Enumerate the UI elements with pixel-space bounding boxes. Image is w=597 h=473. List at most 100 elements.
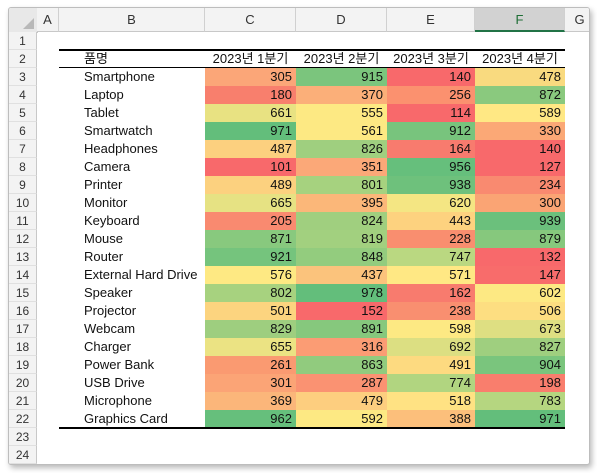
value-cell-q2[interactable]: 915 xyxy=(296,68,387,86)
value-cell-q3[interactable]: 443 xyxy=(387,212,475,230)
value-cell-q3[interactable]: 518 xyxy=(387,392,475,410)
value-cell-q3[interactable]: 956 xyxy=(387,158,475,176)
value-cell-q1[interactable]: 655 xyxy=(205,338,296,356)
value-cell-q4[interactable]: 589 xyxy=(475,104,565,122)
value-cell-q2[interactable]: 801 xyxy=(296,176,387,194)
value-cell-q4[interactable]: 132 xyxy=(475,248,565,266)
value-cell-q4[interactable]: 478 xyxy=(475,68,565,86)
value-cell-q1[interactable]: 369 xyxy=(205,392,296,410)
row-header-9[interactable]: 9 xyxy=(9,176,37,194)
value-cell-q1[interactable]: 971 xyxy=(205,122,296,140)
value-cell-q3[interactable]: 114 xyxy=(387,104,475,122)
value-cell-q1[interactable]: 962 xyxy=(205,410,296,428)
value-cell-q4[interactable]: 234 xyxy=(475,176,565,194)
item-name-cell[interactable]: Microphone xyxy=(84,393,152,408)
value-cell-q2[interactable]: 891 xyxy=(296,320,387,338)
value-cell-q3[interactable]: 598 xyxy=(387,320,475,338)
value-cell-q4[interactable]: 140 xyxy=(475,140,565,158)
item-name-cell[interactable]: Charger xyxy=(84,339,131,354)
item-name-cell[interactable]: Graphics Card xyxy=(84,411,168,426)
value-cell-q1[interactable]: 921 xyxy=(205,248,296,266)
row-header-3[interactable]: 3 xyxy=(9,68,37,86)
item-name-cell[interactable]: External Hard Drive xyxy=(84,267,198,282)
item-name-cell[interactable]: Camera xyxy=(84,159,131,174)
value-cell-q3[interactable]: 774 xyxy=(387,374,475,392)
value-cell-q1[interactable]: 305 xyxy=(205,68,296,86)
row-header-11[interactable]: 11 xyxy=(9,212,37,230)
value-cell-q4[interactable]: 879 xyxy=(475,230,565,248)
value-cell-q2[interactable]: 316 xyxy=(296,338,387,356)
row-header-19[interactable]: 19 xyxy=(9,356,37,374)
header-quarter-1[interactable]: 2023년 1분기 xyxy=(205,50,296,68)
column-header-d[interactable]: D xyxy=(296,8,387,32)
value-cell-q4[interactable]: 506 xyxy=(475,302,565,320)
row-header-8[interactable]: 8 xyxy=(9,158,37,176)
value-cell-q2[interactable]: 370 xyxy=(296,86,387,104)
item-name-cell[interactable]: Printer xyxy=(84,177,123,192)
value-cell-q2[interactable]: 592 xyxy=(296,410,387,428)
value-cell-q1[interactable]: 261 xyxy=(205,356,296,374)
header-quarter-3[interactable]: 2023년 3분기 xyxy=(387,50,475,68)
row-header-2[interactable]: 2 xyxy=(9,50,37,68)
item-name-cell[interactable]: Mouse xyxy=(84,231,124,246)
value-cell-q1[interactable]: 829 xyxy=(205,320,296,338)
value-cell-q2[interactable]: 395 xyxy=(296,194,387,212)
row-header-24[interactable]: 24 xyxy=(9,446,37,464)
value-cell-q3[interactable]: 571 xyxy=(387,266,475,284)
value-cell-q1[interactable]: 301 xyxy=(205,374,296,392)
value-cell-q2[interactable]: 351 xyxy=(296,158,387,176)
value-cell-q2[interactable]: 819 xyxy=(296,230,387,248)
item-name-cell[interactable]: Smartwatch xyxy=(84,123,153,138)
value-cell-q4[interactable]: 904 xyxy=(475,356,565,374)
row-header-5[interactable]: 5 xyxy=(9,104,37,122)
value-cell-q2[interactable]: 848 xyxy=(296,248,387,266)
value-cell-q3[interactable]: 692 xyxy=(387,338,475,356)
value-cell-q3[interactable]: 238 xyxy=(387,302,475,320)
value-cell-q3[interactable]: 140 xyxy=(387,68,475,86)
select-all-corner[interactable] xyxy=(9,8,38,33)
item-name-cell[interactable]: Power Bank xyxy=(84,357,155,372)
value-cell-q3[interactable]: 164 xyxy=(387,140,475,158)
value-cell-q4[interactable]: 872 xyxy=(475,86,565,104)
value-cell-q2[interactable]: 978 xyxy=(296,284,387,302)
column-header-a[interactable]: A xyxy=(37,8,59,32)
value-cell-q2[interactable]: 152 xyxy=(296,302,387,320)
value-cell-q4[interactable]: 827 xyxy=(475,338,565,356)
value-cell-q3[interactable]: 938 xyxy=(387,176,475,194)
column-header-e[interactable]: E xyxy=(387,8,475,32)
column-header-c[interactable]: C xyxy=(205,8,296,32)
value-cell-q3[interactable]: 388 xyxy=(387,410,475,428)
row-header-6[interactable]: 6 xyxy=(9,122,37,140)
header-quarter-2[interactable]: 2023년 2분기 xyxy=(296,50,387,68)
value-cell-q4[interactable]: 300 xyxy=(475,194,565,212)
value-cell-q1[interactable]: 501 xyxy=(205,302,296,320)
item-name-cell[interactable]: USB Drive xyxy=(84,375,145,390)
value-cell-q1[interactable]: 180 xyxy=(205,86,296,104)
value-cell-q1[interactable]: 101 xyxy=(205,158,296,176)
value-cell-q1[interactable]: 661 xyxy=(205,104,296,122)
value-cell-q4[interactable]: 330 xyxy=(475,122,565,140)
item-name-cell[interactable]: Laptop xyxy=(84,87,124,102)
row-header-15[interactable]: 15 xyxy=(9,284,37,302)
value-cell-q4[interactable]: 971 xyxy=(475,410,565,428)
row-header-10[interactable]: 10 xyxy=(9,194,37,212)
value-cell-q2[interactable]: 479 xyxy=(296,392,387,410)
value-cell-q2[interactable]: 826 xyxy=(296,140,387,158)
value-cell-q1[interactable]: 487 xyxy=(205,140,296,158)
value-cell-q2[interactable]: 863 xyxy=(296,356,387,374)
row-header-7[interactable]: 7 xyxy=(9,140,37,158)
item-name-cell[interactable]: Keyboard xyxy=(84,213,140,228)
value-cell-q2[interactable]: 555 xyxy=(296,104,387,122)
row-header-16[interactable]: 16 xyxy=(9,302,37,320)
value-cell-q3[interactable]: 620 xyxy=(387,194,475,212)
value-cell-q1[interactable]: 871 xyxy=(205,230,296,248)
value-cell-q3[interactable]: 912 xyxy=(387,122,475,140)
column-header-b[interactable]: B xyxy=(59,8,205,32)
item-name-cell[interactable]: Router xyxy=(84,249,124,264)
row-header-17[interactable]: 17 xyxy=(9,320,37,338)
row-header-12[interactable]: 12 xyxy=(9,230,37,248)
row-header-4[interactable]: 4 xyxy=(9,86,37,104)
item-name-cell[interactable]: Monitor xyxy=(84,195,128,210)
column-header-f[interactable]: F xyxy=(475,8,565,32)
value-cell-q4[interactable]: 198 xyxy=(475,374,565,392)
